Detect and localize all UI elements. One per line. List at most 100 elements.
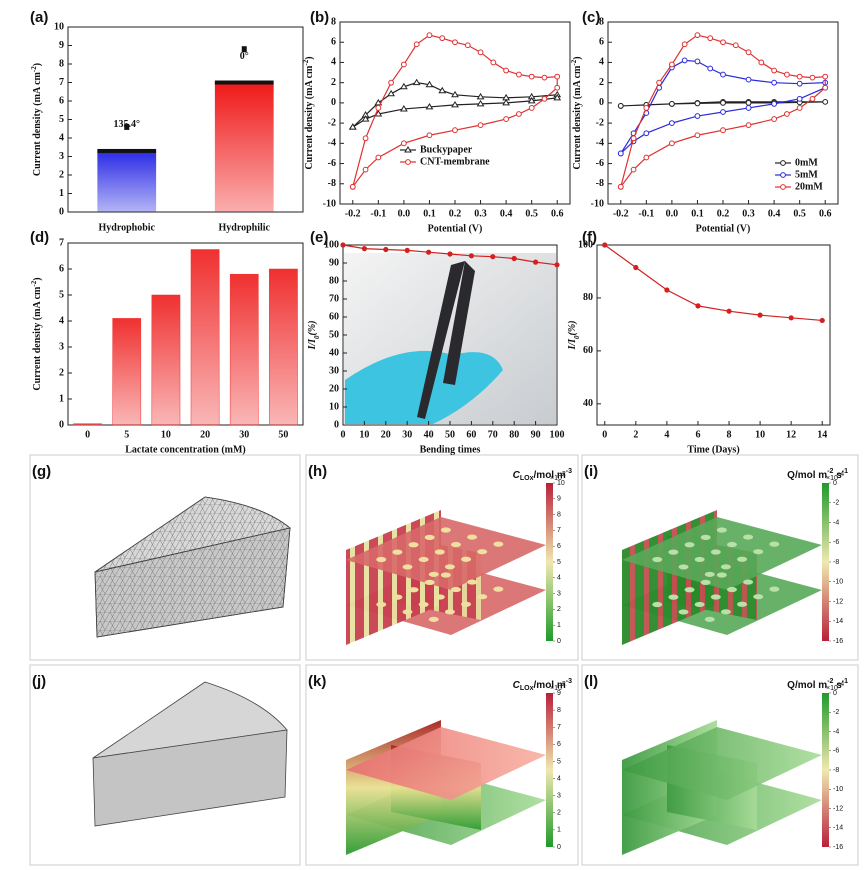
x-tick-label: 50 — [278, 429, 288, 440]
text-part: 0 — [313, 335, 321, 339]
sheet — [346, 727, 546, 800]
bar — [151, 294, 181, 426]
colorbar-tick-label: 4 — [557, 575, 561, 582]
x-tick-label: 0.5 — [793, 208, 806, 219]
text-part: ×10 — [826, 685, 838, 692]
text-part: C — [513, 680, 521, 691]
colorbar-tick-label: 9 — [557, 496, 561, 503]
x-tick-label: 90 — [531, 429, 541, 440]
dot — [434, 594, 445, 600]
point — [796, 73, 803, 80]
y-tick-label: -8 — [328, 178, 336, 189]
x-tick-label: 100 — [550, 429, 565, 440]
legend-marker — [780, 172, 786, 178]
point — [362, 166, 369, 173]
x-tick-label: 0 — [341, 429, 346, 440]
x-tick-label: 4 — [664, 429, 669, 440]
y-tick-label: 6 — [331, 37, 336, 48]
dot — [737, 601, 748, 607]
panel-frames — [29, 454, 859, 866]
y-tick-label: -2 — [328, 117, 336, 128]
text-part: LOx — [520, 685, 534, 692]
point — [707, 35, 714, 42]
render-3d — [622, 720, 822, 855]
dot — [753, 594, 764, 600]
text-part: ) — [32, 63, 43, 66]
y-axis-label: Current density (mA cm-2) — [302, 56, 316, 169]
colorbar-tick-label: -8 — [833, 559, 839, 566]
x-tick-label: 0.1 — [423, 208, 436, 219]
render-3d — [346, 510, 546, 645]
wedge-front — [92, 729, 288, 827]
dot — [434, 549, 445, 555]
x-tick-label: 0.0 — [398, 208, 411, 219]
point — [533, 259, 539, 265]
dot — [737, 556, 748, 562]
legend-label: 20mM — [795, 181, 823, 192]
point — [502, 98, 510, 106]
point — [745, 122, 752, 129]
frame — [581, 664, 859, 866]
point — [361, 115, 370, 122]
x-tick-label: 0.6 — [551, 208, 564, 219]
point — [681, 57, 688, 64]
x-tick-label: 30 — [239, 429, 249, 440]
dot — [428, 571, 439, 577]
x-tick-label: 80 — [509, 429, 519, 440]
point — [554, 73, 561, 80]
y-axis-label: Current density (mA cm-2) — [30, 63, 44, 176]
dot — [769, 586, 780, 592]
dot — [726, 586, 737, 593]
y-tick-label: -10 — [591, 198, 604, 209]
dot — [753, 549, 764, 555]
dot — [720, 564, 731, 570]
dot — [684, 542, 695, 548]
point — [447, 251, 453, 257]
point — [633, 264, 639, 271]
colorbar-tick-label: -16 — [833, 638, 843, 645]
point — [656, 79, 663, 86]
colorbar-tick-label: 2 — [557, 810, 561, 817]
x-tick-label: 50 — [445, 429, 455, 440]
text-part: LOx — [520, 475, 534, 482]
annotation: 135.4° — [114, 119, 141, 130]
x-tick-label: 0.4 — [768, 208, 781, 219]
x-tick-label: 0.4 — [500, 208, 513, 219]
colorbar-tick-label: 3 — [557, 793, 561, 800]
y-tick-label: 4 — [599, 57, 604, 68]
colorbar-tick-label: -10 — [833, 579, 843, 586]
text-part: I/I — [567, 338, 578, 351]
text-part: ) — [32, 277, 43, 280]
dot — [408, 587, 419, 593]
y-tick-label: 7 — [59, 237, 64, 248]
text-part: I/I — [307, 338, 318, 351]
x-axis-label: Bending times — [420, 444, 481, 455]
x-tick-label: 0.0 — [666, 208, 679, 219]
photo-inset — [344, 253, 556, 424]
x-tick-label: 0.2 — [717, 208, 730, 219]
bar-cap — [97, 148, 157, 153]
colorbar-tick-label: 5 — [557, 559, 561, 566]
point — [375, 105, 382, 111]
point — [349, 183, 356, 190]
point — [340, 242, 346, 248]
colorbar-tick-label: -14 — [833, 825, 843, 832]
point — [425, 80, 434, 88]
dot — [376, 601, 387, 608]
colorbar-tick-label: 0 — [557, 844, 561, 851]
point — [348, 123, 357, 130]
dot — [461, 601, 472, 607]
point — [602, 242, 608, 248]
dot — [444, 564, 455, 570]
y-tick-label: 0 — [599, 97, 604, 108]
dot — [700, 534, 711, 540]
point — [707, 65, 714, 72]
dot — [493, 541, 504, 547]
y-tick-label: -10 — [323, 198, 336, 209]
point — [451, 100, 459, 108]
point — [720, 109, 726, 115]
dot — [743, 534, 754, 540]
x-tick-label: 70 — [488, 429, 498, 440]
x-tick-label: 0 — [602, 429, 607, 440]
point — [668, 140, 675, 147]
